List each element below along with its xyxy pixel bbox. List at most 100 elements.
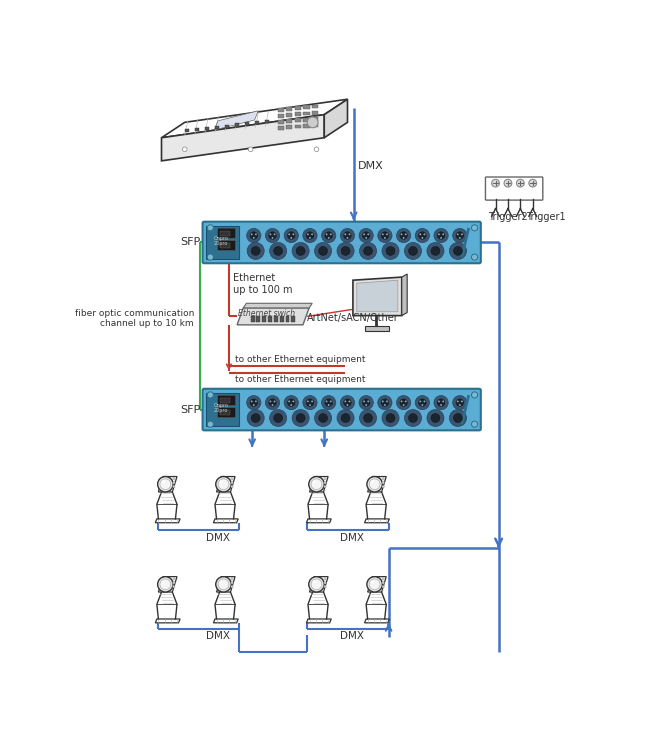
Polygon shape [155,619,180,622]
Polygon shape [368,476,386,492]
Circle shape [403,404,405,406]
Circle shape [265,229,280,242]
Circle shape [454,247,462,256]
Circle shape [251,400,253,402]
Circle shape [247,242,264,260]
Circle shape [173,578,175,580]
FancyBboxPatch shape [218,241,235,250]
Text: DMX: DMX [340,532,364,543]
Circle shape [409,413,417,422]
Circle shape [343,232,351,239]
Circle shape [382,586,384,588]
Polygon shape [357,280,398,312]
Circle shape [381,232,388,239]
Circle shape [324,478,326,480]
Bar [278,114,284,118]
Text: DMX: DMX [206,532,230,543]
Circle shape [362,232,370,239]
Circle shape [401,233,403,236]
Circle shape [364,413,372,422]
Circle shape [231,485,233,488]
Circle shape [456,399,464,406]
Circle shape [442,400,444,402]
Polygon shape [353,277,402,316]
Circle shape [472,225,478,231]
Circle shape [326,400,327,402]
Circle shape [381,399,388,406]
Polygon shape [310,577,328,592]
Bar [205,127,209,130]
Circle shape [461,400,463,402]
Circle shape [359,229,373,242]
Bar [245,122,249,125]
Circle shape [314,410,331,427]
Circle shape [271,404,274,406]
Circle shape [504,179,512,187]
Circle shape [472,421,478,428]
Polygon shape [216,577,235,592]
Circle shape [365,237,367,239]
Circle shape [307,400,309,402]
Circle shape [161,481,165,484]
Circle shape [248,147,253,152]
Circle shape [415,229,429,242]
Circle shape [253,237,255,239]
Bar [295,118,301,122]
Circle shape [296,413,305,422]
Circle shape [288,400,290,402]
Bar [278,108,284,112]
Text: Ethernet
up to 100 m: Ethernet up to 100 m [233,273,292,295]
Circle shape [312,580,316,584]
Polygon shape [161,115,325,160]
Circle shape [396,395,411,410]
Circle shape [307,117,318,128]
Circle shape [517,179,524,187]
Circle shape [324,582,326,584]
Circle shape [265,395,280,410]
Circle shape [453,229,467,242]
Circle shape [308,577,325,592]
Circle shape [231,582,233,584]
Text: to other Ethernet equipment: to other Ethernet equipment [235,355,366,364]
Text: DMX: DMX [340,632,364,641]
Circle shape [218,478,229,490]
Bar [251,316,255,322]
Bar [312,123,318,127]
FancyBboxPatch shape [202,388,480,430]
Circle shape [324,482,326,484]
Text: to other Ethernet equipment: to other Ethernet equipment [235,375,366,384]
Circle shape [340,229,355,242]
Circle shape [314,147,319,152]
Circle shape [160,478,171,490]
Bar [295,106,301,110]
Polygon shape [216,476,235,492]
Circle shape [421,404,423,406]
Text: SFP: SFP [180,404,200,415]
Circle shape [311,478,322,490]
Circle shape [349,233,351,236]
Bar [185,129,189,132]
Circle shape [250,232,257,239]
Polygon shape [402,274,407,316]
Circle shape [274,233,276,236]
Circle shape [378,229,392,242]
Circle shape [173,586,175,588]
Circle shape [284,395,298,410]
FancyBboxPatch shape [218,395,235,405]
Circle shape [400,399,407,406]
Circle shape [311,579,322,590]
Circle shape [326,233,327,236]
Bar [295,112,301,116]
Circle shape [382,410,399,427]
Circle shape [423,400,425,402]
Circle shape [419,233,421,236]
Circle shape [182,147,187,152]
Text: Ethernet swich: Ethernet swich [238,309,295,318]
Polygon shape [364,619,389,622]
Polygon shape [237,308,309,325]
Circle shape [409,247,417,256]
Circle shape [461,233,463,236]
Circle shape [314,242,331,260]
Circle shape [440,237,442,239]
FancyBboxPatch shape [218,408,235,418]
